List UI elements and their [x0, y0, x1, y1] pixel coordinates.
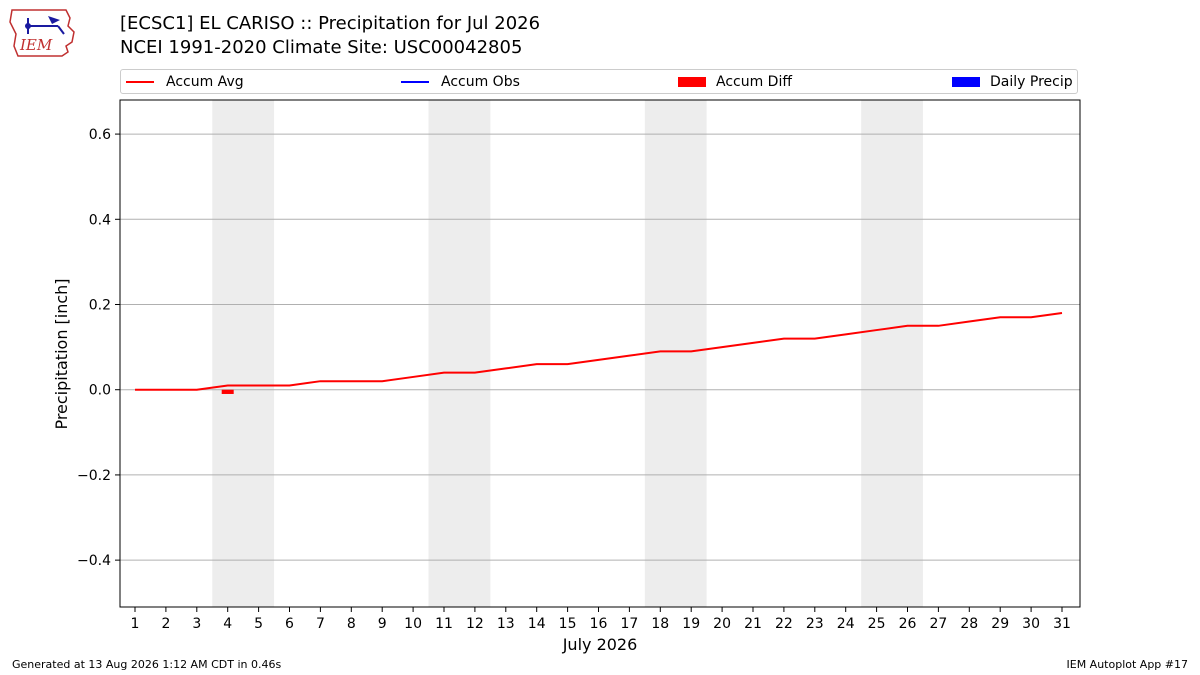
y-tick-label: 0.4: [89, 212, 111, 228]
legend-label-daily-precip: Daily Precip: [990, 74, 1073, 90]
weekend-band: [428, 100, 491, 607]
weekend-band: [212, 100, 275, 607]
weekend-band: [644, 100, 707, 607]
x-tick-label: 12: [466, 616, 484, 632]
weekend-shading: [212, 100, 923, 607]
x-tick-label: 2: [161, 616, 170, 632]
legend-swatch-accum-obs: [401, 81, 429, 83]
legend-item-accum-avg: Accum Avg: [126, 73, 244, 91]
x-tick-label: 11: [435, 616, 453, 632]
weekend-band: [861, 100, 923, 607]
footer-generated: Generated at 13 Aug 2026 1:12 AM CDT in …: [12, 658, 282, 671]
x-tick-label: 25: [868, 616, 886, 632]
x-tick-label: 20: [713, 616, 731, 632]
x-tick-label: 10: [404, 616, 422, 632]
x-tick-label: 22: [775, 616, 793, 632]
x-tick-label: 14: [528, 616, 546, 632]
x-tick-label: 23: [806, 616, 824, 632]
accum-diff-bar: [221, 389, 234, 394]
x-tick-label: 27: [929, 616, 947, 632]
legend-label-accum-obs: Accum Obs: [441, 74, 520, 90]
x-tick-label: 13: [497, 616, 515, 632]
grid-lines: [120, 133, 1080, 561]
legend-item-daily-precip: Daily Precip: [952, 73, 1073, 91]
x-tick-label: 18: [651, 616, 669, 632]
legend: Accum Avg Accum Obs Accum Diff Daily Pre…: [120, 69, 1078, 94]
x-tick-label: 4: [223, 616, 232, 632]
y-axis: −0.4 −0.2 0.0 0.2 0.4 0.6: [77, 127, 120, 569]
plot-frame: [119, 99, 1081, 608]
x-tick-label: 29: [991, 616, 1009, 632]
series-lines: [135, 312, 1063, 391]
y-tick-label: 0.0: [89, 383, 111, 399]
x-tick-label: 26: [899, 616, 917, 632]
y-tick-label: 0.2: [89, 298, 111, 314]
title-line-1: [ECSC1] EL CARISO :: Precipitation for J…: [120, 13, 541, 34]
y-tick-label: −0.2: [77, 468, 111, 484]
accum-avg-line: [135, 312, 1063, 391]
x-tick-label: 21: [744, 616, 762, 632]
x-tick-label: 15: [559, 616, 577, 632]
legend-item-accum-obs: Accum Obs: [401, 73, 520, 91]
legend-item-accum-diff: Accum Diff: [678, 73, 792, 91]
x-tick-label: 6: [285, 616, 294, 632]
x-tick-label: 19: [682, 616, 700, 632]
legend-swatch-accum-avg: [126, 81, 154, 83]
logo-text: IEM: [19, 36, 53, 54]
x-tick-label: 24: [837, 616, 855, 632]
x-tick-label: 5: [254, 616, 263, 632]
chart-title: [ECSC1] EL CARISO :: Precipitation for J…: [120, 12, 540, 60]
x-tick-label: 30: [1022, 616, 1040, 632]
x-tick-label: 31: [1053, 616, 1071, 632]
legend-swatch-accum-diff: [678, 77, 706, 87]
x-tick-label: 1: [131, 616, 140, 632]
accum-diff-bars: [221, 389, 234, 394]
y-tick-label: −0.4: [77, 553, 111, 569]
legend-label-accum-diff: Accum Diff: [716, 74, 793, 90]
legend-swatch-daily-precip: [952, 77, 980, 87]
x-tick-label: 28: [960, 616, 978, 632]
legend-label-accum-avg: Accum Avg: [166, 74, 244, 90]
x-axis: 1 2 3 4 5 6 7 8 9 10 11 12 13 14 15 16 17 18 19 20 21 22 23 24 2…: [131, 607, 1071, 632]
y-axis-label: Precipitation [inch]: [52, 278, 71, 429]
footer-app: IEM Autoplot App #17: [1066, 658, 1189, 671]
title-line-2: NCEI 1991-2020 Climate Site: USC00042805: [120, 37, 523, 58]
x-tick-label: 8: [347, 616, 356, 632]
x-tick-label: 16: [590, 616, 608, 632]
x-tick-label: 17: [620, 616, 638, 632]
x-axis-label: July 2026: [562, 635, 638, 654]
iem-logo-icon: IEM: [9, 9, 75, 57]
y-tick-label: 0.6: [89, 127, 111, 143]
x-tick-label: 7: [316, 616, 325, 632]
x-tick-label: 3: [192, 616, 201, 632]
x-tick-label: 9: [378, 616, 387, 632]
